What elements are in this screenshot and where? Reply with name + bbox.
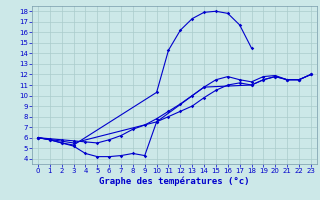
X-axis label: Graphe des températures (°c): Graphe des températures (°c) [99, 177, 250, 186]
